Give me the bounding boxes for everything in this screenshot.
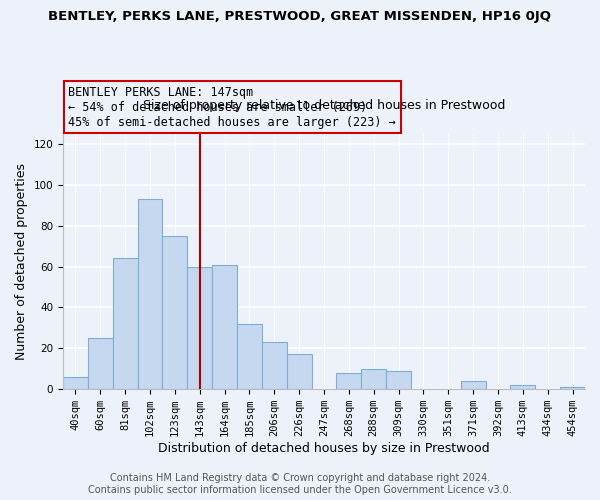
- Bar: [88, 338, 113, 389]
- Bar: [386, 371, 411, 389]
- Bar: [461, 381, 485, 389]
- Text: BENTLEY PERKS LANE: 147sqm
← 54% of detached houses are smaller (269)
45% of sem: BENTLEY PERKS LANE: 147sqm ← 54% of deta…: [68, 86, 396, 128]
- Bar: [361, 369, 386, 389]
- Bar: [63, 377, 88, 389]
- Bar: [187, 266, 212, 389]
- Text: Contains HM Land Registry data © Crown copyright and database right 2024.
Contai: Contains HM Land Registry data © Crown c…: [88, 474, 512, 495]
- Bar: [137, 199, 163, 389]
- Bar: [337, 373, 361, 389]
- Bar: [511, 385, 535, 389]
- Bar: [262, 342, 287, 389]
- Bar: [113, 258, 137, 389]
- X-axis label: Distribution of detached houses by size in Prestwood: Distribution of detached houses by size …: [158, 442, 490, 455]
- Bar: [163, 236, 187, 389]
- Bar: [212, 264, 237, 389]
- Y-axis label: Number of detached properties: Number of detached properties: [15, 163, 28, 360]
- Bar: [560, 387, 585, 389]
- Bar: [287, 354, 311, 389]
- Text: BENTLEY, PERKS LANE, PRESTWOOD, GREAT MISSENDEN, HP16 0JQ: BENTLEY, PERKS LANE, PRESTWOOD, GREAT MI…: [49, 10, 551, 23]
- Bar: [237, 324, 262, 389]
- Title: Size of property relative to detached houses in Prestwood: Size of property relative to detached ho…: [143, 98, 505, 112]
